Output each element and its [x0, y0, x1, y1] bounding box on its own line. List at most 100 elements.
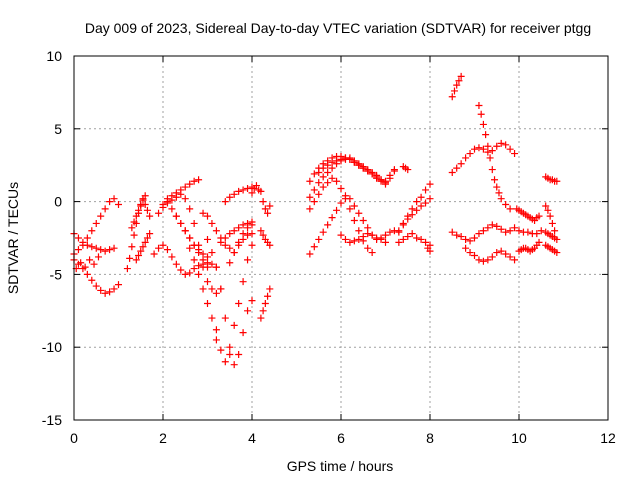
data-point	[239, 230, 247, 238]
data-point	[341, 195, 349, 203]
data-point	[471, 145, 478, 153]
data-point	[377, 235, 385, 243]
data-point	[471, 234, 478, 242]
data-point	[244, 224, 252, 232]
data-point	[139, 243, 147, 251]
data-point	[101, 205, 109, 213]
data-point	[261, 300, 269, 308]
data-point	[146, 230, 154, 238]
data-point	[484, 256, 492, 264]
data-point	[226, 193, 234, 201]
data-point	[110, 195, 118, 203]
data-point	[97, 212, 105, 220]
data-point	[350, 237, 358, 245]
series-45	[542, 202, 559, 235]
series-11	[172, 212, 211, 261]
data-point	[350, 217, 358, 225]
data-point	[466, 249, 474, 257]
data-point	[453, 81, 461, 89]
data-point	[155, 244, 163, 252]
data-point	[221, 234, 229, 242]
data-point	[259, 231, 267, 239]
data-point	[491, 176, 499, 184]
series-22	[257, 187, 274, 217]
data-point	[208, 260, 216, 268]
data-point	[355, 161, 363, 169]
data-point	[217, 346, 225, 354]
data-point	[553, 177, 561, 185]
data-point	[337, 199, 345, 207]
data-point	[373, 173, 381, 181]
data-point	[230, 227, 238, 235]
data-point	[226, 259, 234, 267]
data-point	[146, 212, 154, 220]
data-point	[466, 237, 474, 245]
data-point	[208, 285, 216, 293]
data-points	[70, 72, 561, 369]
data-point	[333, 206, 341, 214]
data-point	[453, 231, 461, 239]
data-point	[395, 238, 403, 246]
data-point	[551, 227, 559, 235]
series-10	[163, 176, 203, 203]
data-point	[208, 314, 216, 322]
data-point	[221, 314, 229, 322]
data-point	[506, 227, 514, 235]
data-point	[150, 250, 158, 258]
data-point	[355, 227, 363, 235]
data-point	[426, 195, 434, 203]
data-point	[264, 209, 272, 217]
data-point	[310, 186, 318, 194]
data-point	[466, 150, 474, 158]
data-point	[168, 192, 176, 200]
data-point	[88, 243, 96, 251]
series-29	[399, 163, 412, 174]
data-point	[373, 234, 381, 242]
data-point	[479, 257, 487, 265]
data-point	[186, 205, 194, 213]
data-point	[141, 192, 149, 200]
data-point	[259, 198, 267, 206]
data-point	[90, 260, 98, 268]
data-point	[212, 227, 220, 235]
data-point	[190, 241, 198, 249]
data-point	[310, 243, 318, 251]
data-point	[74, 234, 82, 242]
data-point	[137, 201, 145, 209]
series-7	[150, 241, 220, 278]
data-point	[181, 227, 189, 235]
data-point	[346, 155, 354, 163]
data-point	[497, 139, 505, 147]
series-17	[221, 183, 256, 206]
data-point	[319, 164, 327, 172]
data-point	[493, 249, 501, 257]
data-point	[319, 228, 327, 236]
data-point	[535, 238, 543, 246]
data-point	[257, 314, 265, 322]
data-point	[462, 244, 470, 252]
data-point	[457, 72, 465, 80]
data-point	[248, 241, 256, 249]
data-point	[195, 270, 203, 278]
data-point	[319, 173, 327, 181]
data-point	[511, 224, 519, 232]
data-point	[511, 150, 519, 158]
y-tick-label: -5	[50, 266, 63, 282]
data-point	[328, 214, 336, 222]
data-point	[413, 206, 421, 214]
data-point	[386, 228, 394, 236]
data-point	[77, 259, 85, 267]
data-point	[266, 241, 274, 249]
data-point	[235, 300, 243, 308]
data-point	[261, 205, 269, 213]
data-point	[341, 154, 349, 162]
data-point	[553, 235, 561, 243]
data-point	[502, 141, 510, 149]
data-point	[337, 184, 345, 192]
data-point	[244, 231, 252, 239]
data-point	[422, 199, 430, 207]
data-point	[497, 195, 505, 203]
series-41	[515, 227, 545, 238]
data-point	[350, 158, 358, 166]
data-point	[235, 187, 243, 195]
